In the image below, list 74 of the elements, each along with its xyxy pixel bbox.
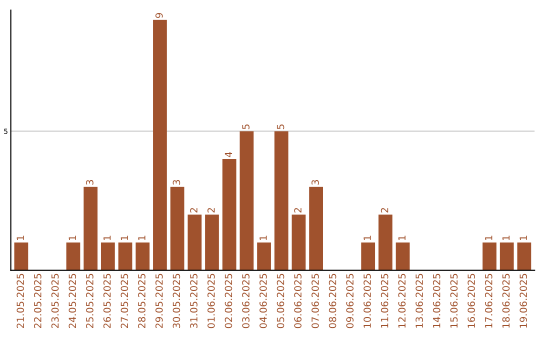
bar: [222, 159, 236, 270]
x-tick-label: 17.06.2025: [484, 274, 492, 328]
data-label: 3: [172, 180, 180, 185]
bar: [274, 131, 288, 270]
bar: [292, 214, 306, 270]
x-tick-label: 04.06.2025: [259, 274, 267, 328]
x-tick-label: 14.06.2025: [432, 274, 440, 328]
bar: [14, 242, 28, 270]
x-tick-label: 25.05.2025: [86, 274, 94, 328]
x-tick-label: 02.06.2025: [224, 274, 232, 328]
bar: [257, 242, 271, 270]
x-tick-label: 03.06.2025: [242, 274, 250, 328]
data-label: 5: [242, 124, 250, 130]
x-tick-label: 30.05.2025: [172, 274, 180, 328]
data-label: 2: [294, 208, 302, 213]
x-tick-label: 13.06.2025: [416, 274, 423, 328]
bar: [100, 242, 115, 270]
data-label: 2: [380, 208, 388, 213]
data-label: 2: [207, 208, 215, 213]
data-label: 3: [86, 180, 94, 185]
x-tick-label: 10.06.2025: [364, 274, 371, 328]
data-label: 1: [16, 236, 24, 240]
x-tick-label: 19.06.2025: [520, 274, 528, 328]
bar: [361, 242, 376, 270]
data-label: 1: [68, 236, 76, 240]
bar: [517, 242, 532, 270]
x-tick-label: 07.06.2025: [312, 274, 319, 328]
x-tick-label: 31.05.2025: [190, 274, 198, 328]
data-label: 5: [276, 124, 284, 130]
x-tick-label: 08.06.2025: [328, 274, 336, 328]
data-label: 1: [104, 236, 111, 240]
bar: [500, 242, 514, 270]
x-tick-label: 15.06.2025: [450, 274, 458, 328]
x-tick-label: 29.05.2025: [155, 274, 163, 328]
bar: [84, 186, 98, 270]
x-tick-label: 01.06.2025: [207, 274, 215, 328]
x-tick-label: 22.05.2025: [34, 274, 42, 328]
bar: [118, 242, 132, 270]
bar: [309, 186, 323, 270]
x-tick-label: 23.05.2025: [51, 274, 59, 328]
bar: [482, 242, 496, 270]
x-tick-label: 12.06.2025: [398, 274, 406, 328]
data-label: 1: [485, 236, 492, 240]
bar: [378, 214, 392, 270]
bar: [240, 131, 254, 270]
x-tick-label: 28.05.2025: [138, 274, 146, 328]
data-label: 1: [120, 236, 128, 240]
x-tick-label: 27.05.2025: [120, 274, 128, 328]
data-label: 1: [260, 236, 267, 240]
data-label: 1: [502, 236, 510, 240]
x-tick-label: 16.06.2025: [468, 274, 475, 328]
bar: [205, 214, 219, 270]
x-tick-label: 09.06.2025: [346, 274, 354, 328]
x-tick-label: 05.06.2025: [276, 274, 284, 328]
bar: [153, 20, 167, 270]
x-tick-label: 06.06.2025: [294, 274, 302, 328]
x-tick-label: 26.05.2025: [103, 274, 111, 328]
data-label: 2: [190, 208, 198, 213]
data-label: 1: [364, 236, 371, 240]
data-label: 1: [138, 236, 146, 240]
data-label: 4: [224, 152, 232, 158]
data-label: 1: [520, 236, 527, 240]
bar: [188, 214, 202, 270]
bar: [170, 186, 184, 270]
bar: [66, 242, 80, 270]
data-label: 3: [312, 180, 319, 185]
data-label: 9: [155, 13, 163, 18]
x-tick-label: 11.06.2025: [380, 274, 388, 328]
x-tick-label: 18.06.2025: [502, 274, 510, 328]
x-tick-label: 21.05.2025: [16, 274, 24, 328]
bar: [136, 242, 150, 270]
data-label: 1: [398, 236, 406, 240]
bar: [396, 242, 410, 270]
x-tick-label: 24.05.2025: [68, 274, 76, 328]
